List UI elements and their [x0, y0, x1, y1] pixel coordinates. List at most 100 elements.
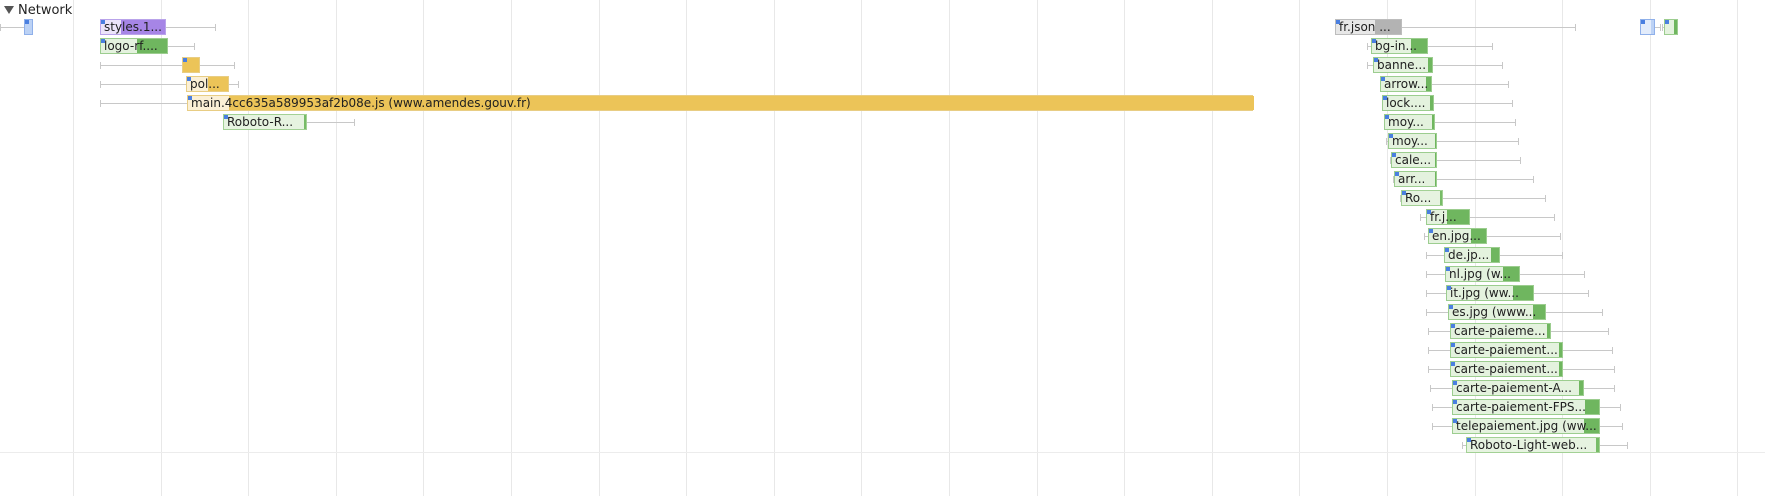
request-label: Roboto-R... — [227, 115, 294, 129]
request-bar[interactable]: en.jpg... — [1428, 228, 1487, 244]
request-download-segment — [121, 20, 165, 34]
request-waiting-segment — [187, 77, 208, 91]
whisker-cap — [1430, 385, 1431, 392]
request-bar[interactable]: de.jp... — [1444, 247, 1500, 263]
request-bar[interactable]: pol... — [186, 76, 229, 92]
request-bar[interactable]: carte-paieme... — [1450, 323, 1551, 339]
request-bar[interactable]: moy... — [1384, 114, 1435, 130]
whisker-cap — [1518, 138, 1519, 145]
timeline-gridline — [336, 0, 337, 496]
request-label: telepaiement.jpg (ww... — [1456, 419, 1597, 433]
whisker-cap — [1562, 252, 1563, 259]
request-waiting-segment — [224, 115, 304, 129]
request-bar[interactable]: styles.1... — [100, 19, 166, 35]
request-start-marker — [1445, 248, 1449, 252]
request-main-thread-whisker — [1487, 236, 1560, 237]
request-waiting-segment — [1453, 400, 1585, 414]
request-waiting-segment — [1429, 229, 1471, 243]
request-label: bg-in... — [1375, 39, 1417, 53]
request-bar[interactable]: logo-rf.... — [100, 38, 168, 54]
request-waiting-segment — [1383, 96, 1430, 110]
whisker-cap — [1390, 157, 1391, 164]
request-download-segment — [1513, 286, 1533, 300]
request-start-marker — [1383, 96, 1387, 100]
request-bar[interactable]: carte-paiement... — [1450, 342, 1563, 358]
request-label: es.jpg (www... — [1452, 305, 1537, 319]
request-bar[interactable]: lock.... — [1382, 95, 1434, 111]
whisker-cap — [1502, 62, 1503, 69]
timeline-gridline — [511, 0, 512, 496]
request-queue-whisker — [1430, 388, 1452, 389]
request-bar[interactable]: bg-in... — [1371, 38, 1428, 54]
whisker-cap — [1515, 119, 1516, 126]
request-label: cale... — [1395, 153, 1432, 167]
request-main-thread-whisker — [1520, 274, 1584, 275]
whisker-cap — [1462, 442, 1463, 449]
request-bar[interactable]: Ro... — [1401, 190, 1443, 206]
timeline-gridline — [1387, 0, 1388, 496]
request-download-segment — [1651, 20, 1654, 34]
request-download-segment — [1428, 58, 1432, 72]
request-download-segment — [1559, 343, 1562, 357]
request-bar[interactable]: fr.json ... — [1335, 19, 1402, 35]
request-download-segment — [208, 77, 228, 91]
whisker-cap — [1393, 176, 1394, 183]
request-bar[interactable]: banne... — [1373, 57, 1433, 73]
request-bar[interactable]: it.jpg (ww... — [1446, 285, 1534, 301]
request-start-marker — [1467, 438, 1471, 442]
whisker-cap — [1614, 366, 1615, 373]
whisker-cap — [1426, 271, 1427, 278]
request-download-segment — [1430, 96, 1433, 110]
timeline-gridline — [949, 0, 950, 496]
request-main-thread-whisker — [1433, 65, 1502, 66]
request-bar[interactable]: nl.jpg (w... — [1445, 266, 1520, 282]
request-bar[interactable]: Roboto-Light-web... — [1466, 437, 1600, 453]
request-bar[interactable]: carte-paiement-A... — [1452, 380, 1584, 396]
request-bar[interactable] — [1664, 19, 1678, 35]
request-main-thread-whisker — [1434, 103, 1512, 104]
request-waiting-segment — [1372, 39, 1411, 53]
request-waiting-segment — [1453, 381, 1579, 395]
request-bar[interactable]: es.jpg (www... — [1448, 304, 1546, 320]
request-bar[interactable]: main.4cc635a589953af2b08e.js (www.amende… — [187, 95, 1254, 111]
whisker-cap — [1560, 233, 1561, 240]
request-main-thread-whisker — [1655, 27, 1660, 28]
request-bar[interactable] — [24, 19, 33, 35]
request-queue-whisker — [1420, 217, 1426, 218]
request-bar[interactable]: cale... — [1391, 152, 1437, 168]
request-bar[interactable] — [1640, 19, 1655, 35]
whisker-cap — [1426, 290, 1427, 297]
disclosure-triangle-down-icon[interactable] — [4, 6, 14, 14]
request-bar[interactable]: fr.j... — [1426, 209, 1470, 225]
request-download-segment — [1584, 419, 1599, 433]
network-section-header[interactable]: Network — [4, 1, 72, 19]
request-bar[interactable]: carte-paiement-FPS... — [1452, 399, 1600, 415]
whisker-cap — [1420, 214, 1421, 221]
whisker-cap — [215, 24, 216, 31]
request-queue-whisker — [1462, 445, 1466, 446]
request-bar[interactable]: arr... — [1394, 171, 1437, 187]
request-bar[interactable]: telepaiement.jpg (ww... — [1452, 418, 1600, 434]
request-start-marker — [101, 20, 105, 24]
timeline-gridline — [599, 0, 600, 496]
request-queue-whisker — [1367, 46, 1371, 47]
request-bar[interactable] — [182, 57, 200, 73]
request-main-thread-whisker — [1500, 255, 1562, 256]
request-bar[interactable]: moy... — [1388, 133, 1437, 149]
request-queue-whisker — [100, 65, 182, 66]
request-label: carte-paieme... — [1454, 324, 1546, 338]
request-bar[interactable]: Roboto-R... — [223, 114, 307, 130]
request-bar[interactable]: arrow... — [1380, 76, 1432, 92]
request-queue-whisker — [1662, 27, 1664, 28]
whisker-cap — [1426, 309, 1427, 316]
request-waiting-segment — [1389, 134, 1435, 148]
whisker-cap — [1584, 271, 1585, 278]
request-waiting-segment — [1446, 267, 1503, 281]
request-main-thread-whisker — [1437, 179, 1533, 180]
timeline-gridline — [423, 0, 424, 496]
request-bar[interactable]: carte-paiement... — [1450, 361, 1563, 377]
whisker-cap — [1386, 138, 1387, 145]
request-waiting-segment — [1451, 324, 1547, 338]
request-label: carte-paiement... — [1454, 362, 1558, 376]
request-start-marker — [1429, 229, 1433, 233]
